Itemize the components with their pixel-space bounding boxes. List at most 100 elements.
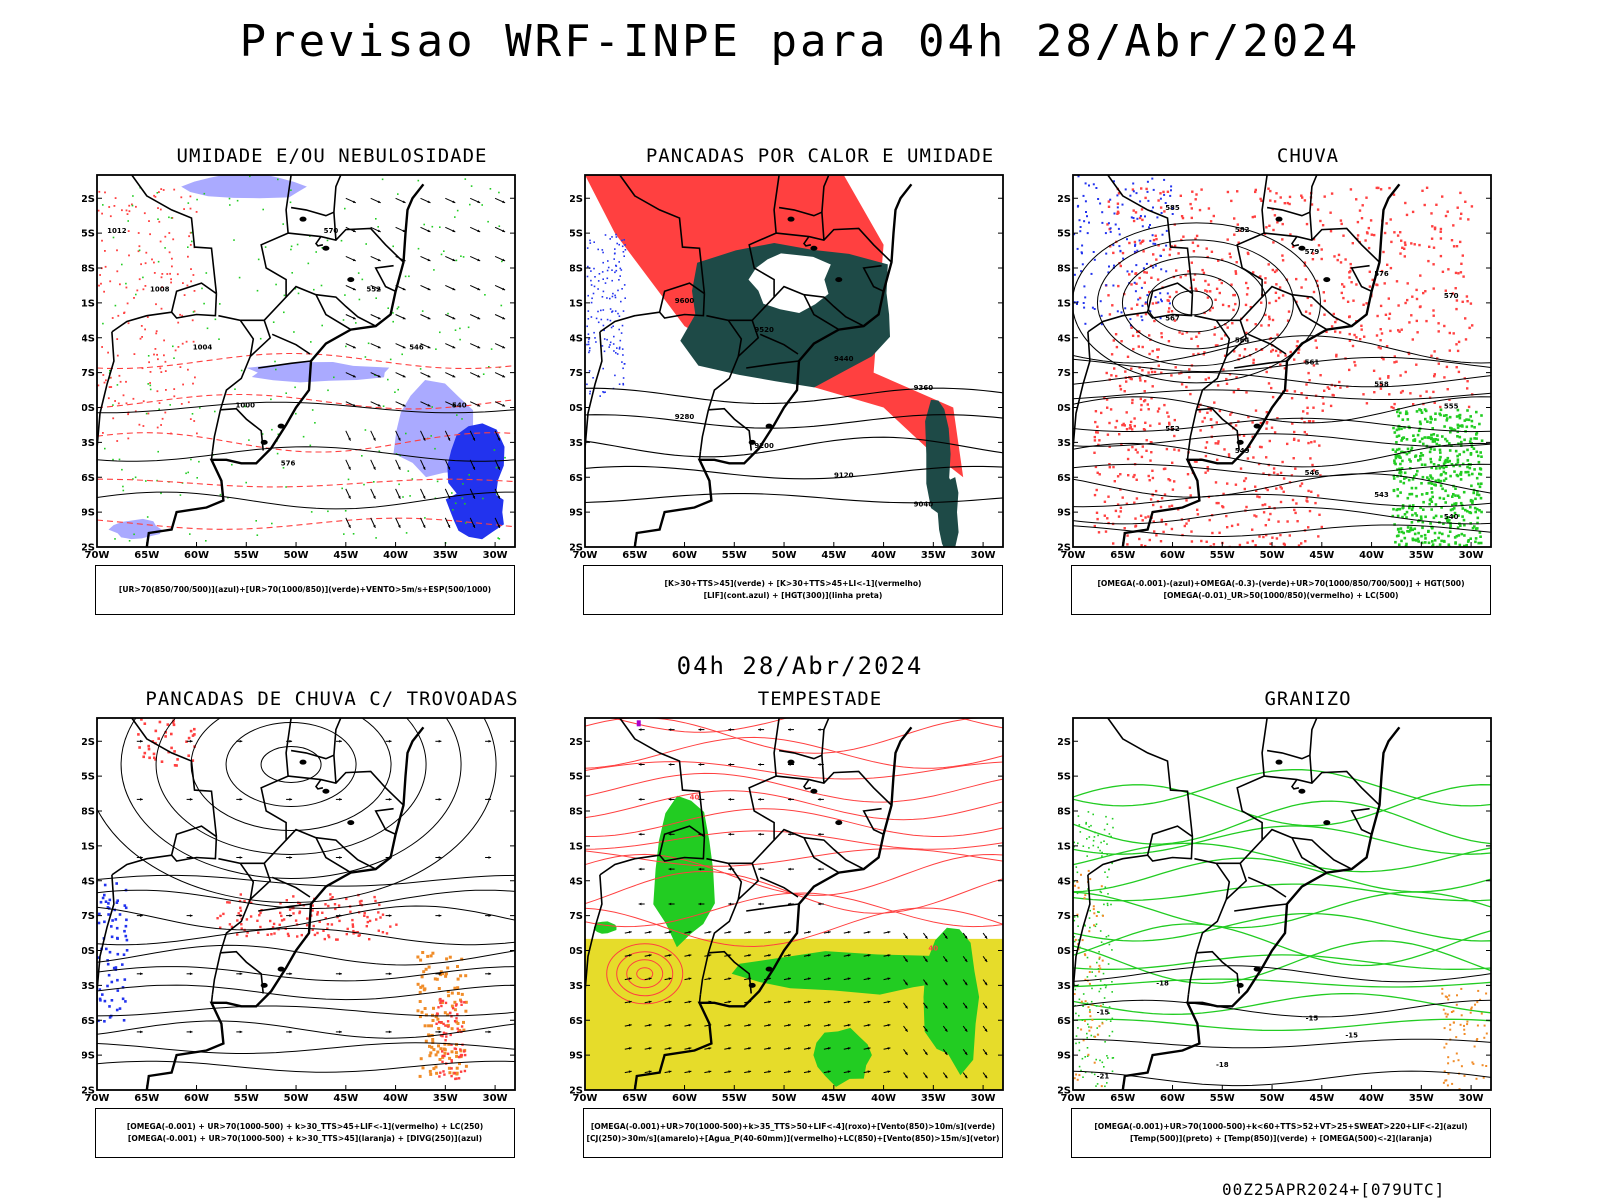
height-contour <box>1073 524 1491 537</box>
y-tick-label: 18S <box>570 264 583 275</box>
rain-area <box>1144 421 1147 424</box>
wind-vector <box>728 1000 732 1004</box>
lif-contour <box>602 261 604 264</box>
green-contour <box>149 388 152 391</box>
red-contour <box>190 268 192 270</box>
rain-area <box>1388 312 1392 315</box>
green-contour <box>401 353 403 356</box>
green-contour <box>394 391 396 393</box>
lif-contour <box>621 239 623 242</box>
rain-area <box>1218 278 1221 281</box>
rain-area <box>1402 506 1405 509</box>
rain-area <box>1136 330 1139 334</box>
red-contour <box>144 285 147 287</box>
rain-area <box>1420 482 1423 485</box>
contour-label: 558 <box>1374 381 1389 389</box>
omega-area <box>1089 1015 1092 1018</box>
rain-area <box>1475 476 1479 480</box>
temp850-contour <box>1076 871 1079 874</box>
green-contour <box>361 278 364 281</box>
border-line <box>1146 282 1194 319</box>
red-contour <box>101 346 103 348</box>
omega-area <box>1089 965 1092 968</box>
map-plot: 404012S15S18S21S24S27S30S33S36S39S42S70W… <box>570 717 1004 1104</box>
divergence-area <box>108 1016 112 1019</box>
x-tick-label: 35W <box>1409 550 1434 561</box>
border-line <box>240 175 292 322</box>
rain-area <box>1352 299 1355 302</box>
divergence-area <box>125 938 129 942</box>
storm-area <box>442 1022 445 1026</box>
red-contour <box>177 321 180 324</box>
rain-area <box>1146 180 1149 183</box>
green-contour <box>121 468 123 471</box>
omega-area <box>1091 1003 1094 1006</box>
rain-area <box>1160 212 1163 214</box>
storm-area <box>439 1034 443 1037</box>
lif-contour <box>611 269 613 271</box>
rain-area <box>1435 203 1438 206</box>
wind-vector <box>827 954 831 957</box>
green-contour <box>112 404 114 406</box>
green-contour <box>459 338 461 341</box>
rain-area <box>1429 457 1432 461</box>
contour-label: 9200 <box>754 442 774 450</box>
rain-area <box>1106 433 1110 436</box>
lif-contour <box>623 284 626 286</box>
temp850-contour <box>1110 903 1112 906</box>
rain-area <box>1420 493 1424 496</box>
wind-vector <box>788 1023 791 1027</box>
storm-area <box>424 967 428 971</box>
temp850-contour <box>1076 892 1079 895</box>
green-contour <box>131 204 134 207</box>
rain-area <box>1125 380 1128 383</box>
rain-area <box>1439 408 1443 412</box>
rain-area <box>1297 351 1300 354</box>
green-contour <box>102 322 104 325</box>
y-tick-label: 36S <box>82 473 95 484</box>
rain-area <box>1456 494 1460 498</box>
storm-area <box>454 1077 457 1081</box>
rain-area <box>1375 186 1378 190</box>
rain-area <box>1265 533 1268 537</box>
rain-area <box>1277 354 1280 357</box>
rain-area <box>1476 516 1480 520</box>
storm-area <box>327 934 330 937</box>
rain-area <box>1119 264 1122 268</box>
rain-area <box>1467 473 1471 477</box>
rain-area <box>1243 479 1246 483</box>
y-tick-label: 30S <box>570 946 583 957</box>
border-line <box>1087 311 1148 333</box>
border-line <box>258 360 312 369</box>
contour-label: 9120 <box>834 471 854 479</box>
storm-area <box>431 1041 435 1044</box>
lif-contour <box>614 374 616 377</box>
x-tick-label: 55W <box>722 550 747 561</box>
border-line <box>1309 718 1318 784</box>
rain-area <box>1304 540 1307 543</box>
rain-area <box>1479 541 1483 545</box>
wind-vector <box>768 1070 771 1073</box>
divergence-area <box>103 893 106 897</box>
storm-area <box>273 932 276 935</box>
wind-vector <box>452 345 456 349</box>
red-contour <box>164 411 167 414</box>
red-contour <box>179 366 182 368</box>
rain-area <box>1237 420 1240 423</box>
x-tick-label: 30W <box>483 550 508 561</box>
storm-area <box>236 933 239 936</box>
rain-area <box>1337 253 1341 257</box>
rain-area <box>1408 451 1411 454</box>
green-contour <box>344 510 347 512</box>
storm-area <box>458 1055 461 1059</box>
wind-vector <box>924 982 928 986</box>
lif-contour <box>586 247 589 249</box>
rain-area <box>1191 190 1194 193</box>
rain-area <box>1255 348 1258 351</box>
wind-vector <box>688 930 692 934</box>
y-tick-label: 30S <box>1058 946 1071 957</box>
red-contour <box>156 426 159 429</box>
rain-area <box>1293 508 1296 512</box>
rain-area <box>1469 498 1473 502</box>
rain-area <box>1448 398 1451 401</box>
